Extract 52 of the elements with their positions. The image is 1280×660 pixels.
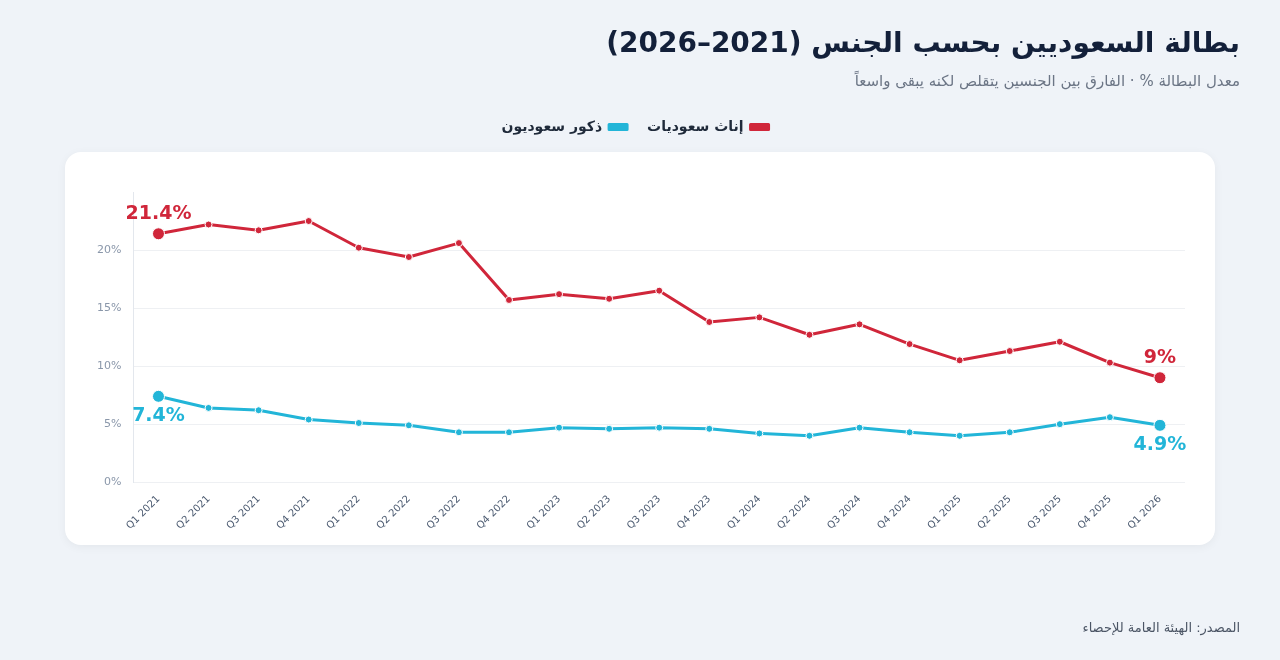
point — [555, 423, 564, 432]
data-label: 9% — [1143, 345, 1177, 368]
point — [505, 428, 513, 437]
point — [304, 415, 313, 424]
point — [1005, 428, 1014, 437]
legend-label: إناث سعوديات — [647, 117, 744, 135]
chart-title: بطالة السعوديين بحسب الجنس (2021–2026) — [606, 26, 1240, 59]
point — [505, 295, 513, 304]
y-tick-label: 20% — [97, 242, 122, 256]
point — [1005, 347, 1014, 356]
point — [404, 253, 413, 262]
point — [1105, 413, 1114, 422]
legend-label: ذكور سعوديون — [501, 117, 603, 135]
point — [254, 226, 263, 235]
point — [555, 290, 564, 299]
point — [805, 431, 814, 440]
point — [955, 356, 964, 365]
point — [304, 217, 313, 226]
point — [404, 421, 413, 430]
point — [204, 403, 213, 412]
y-tick-label: 0% — [104, 475, 122, 489]
point — [905, 340, 914, 349]
point — [755, 429, 764, 438]
data-label: 21.4% — [125, 201, 192, 224]
y-tick-label: 10% — [97, 358, 122, 372]
point — [454, 428, 463, 437]
point — [1055, 420, 1064, 429]
point — [705, 318, 714, 327]
point — [605, 424, 614, 433]
point — [705, 424, 714, 433]
data-label: 4.9% — [1133, 431, 1187, 454]
y-tick-label: 15% — [97, 300, 122, 314]
point — [755, 313, 764, 322]
y-tick-label: 5% — [104, 417, 122, 431]
data-label: 7.4% — [132, 402, 185, 425]
point — [655, 286, 664, 295]
point — [454, 239, 463, 248]
point — [655, 423, 664, 432]
chart-subtitle: معدل البطالة % · الفارق بين الجنسين يتقلص لكنه يبقى واسعاً — [854, 72, 1240, 90]
point — [254, 406, 263, 415]
point — [204, 220, 213, 229]
point — [955, 431, 964, 440]
text: المصدر: الهيئة العامة للإحصاء — [1082, 620, 1240, 635]
point — [354, 419, 363, 428]
point — [605, 294, 614, 303]
point — [905, 428, 914, 437]
point — [855, 320, 864, 329]
point — [1055, 337, 1064, 346]
point — [354, 243, 363, 252]
point — [1105, 358, 1114, 367]
point — [805, 330, 814, 339]
point — [855, 423, 864, 432]
